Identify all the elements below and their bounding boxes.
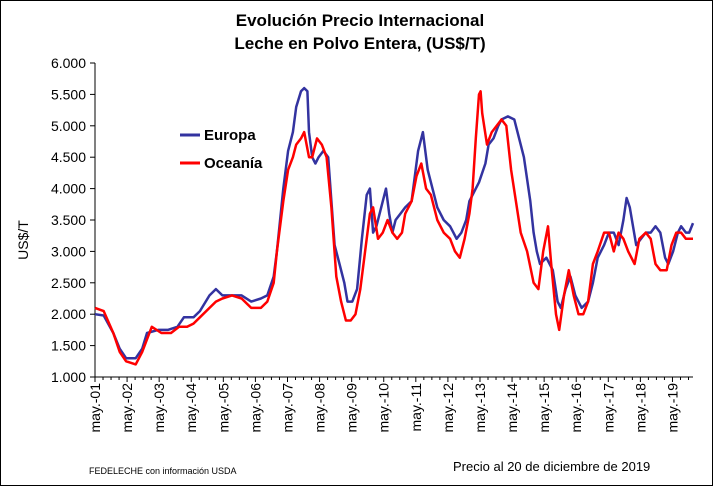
x-tick-label: may.-07 [279,383,295,433]
x-tick-label: may.-01 [87,383,103,433]
x-tick-label: may.-19 [664,383,680,433]
y-tick-label: 2.500 [51,275,86,291]
x-tick-label: may.-04 [183,383,199,433]
x-tick-label: may.-09 [344,383,360,433]
y-tick-label: 5.000 [51,118,86,134]
legend-label-oceania: Oceanía [204,155,263,172]
x-tick-label: may.-10 [376,383,392,433]
x-tick-labels: may.-01 may.-02 may.-03 may.-04 may.-05 may.-… [87,377,690,433]
series-line-europa [94,86,695,360]
y-tick-label: 1.500 [51,338,86,354]
y-tick-label: 3.500 [51,212,86,228]
x-tick-label: may.-17 [600,383,616,433]
price-date-note: Precio al 20 de diciembre de 2019 [453,459,650,474]
x-tick-label: may.-16 [568,383,584,433]
x-tick-label: may.-06 [247,383,263,433]
x-tick-label: may.-13 [472,383,488,433]
y-tick-label: 2.000 [51,306,86,322]
y-axis-label: US$/T [15,220,31,260]
x-tick-label: may.-03 [151,383,167,433]
x-tick-label: may.-14 [504,383,520,433]
y-tick-label: 4.000 [51,181,86,197]
y-tick-label: 5.500 [51,86,86,102]
legend-label-europa: Europa [204,127,256,144]
y-tick-labels: 1.000 1.500 2.000 2.500 3.000 3.500 4.000 4.500… [51,55,95,385]
y-tick-label: 4.500 [51,149,86,165]
x-tick-label: may.-08 [312,383,328,433]
x-tick-label: may.-02 [119,383,135,433]
y-tick-label: 3.000 [51,243,86,259]
x-tick-label: may.-05 [215,383,231,433]
x-tick-label: may.-11 [408,383,424,432]
legend: Europa Oceanía [180,127,263,172]
chart-subtitle: Leche en Polvo Entera, (US$/T) [234,34,485,53]
chart-title: Evolución Precio Internacional [236,11,484,30]
x-tick-label: may.-12 [440,383,456,433]
source-note: FEDELECHE con información USDA [89,466,237,476]
y-tick-label: 1.000 [51,369,86,385]
y-tick-label: 6.000 [51,55,86,71]
series-lines [94,86,695,366]
x-tick-label: may.-15 [536,383,552,433]
x-tick-label: may.-18 [632,383,648,433]
series-line-oceania [94,90,693,366]
chart-axes [94,63,693,378]
